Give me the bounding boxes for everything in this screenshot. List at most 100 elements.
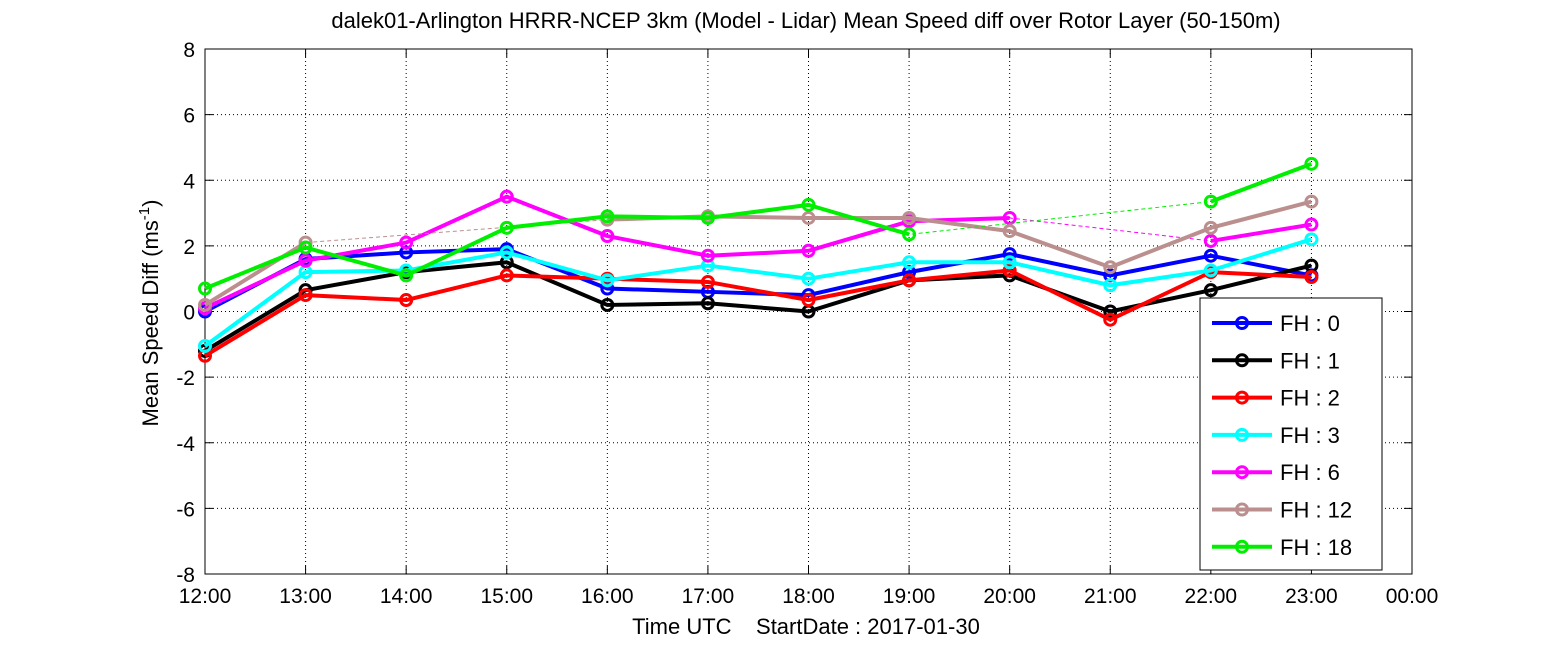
data-point — [1304, 194, 1319, 209]
series-4 — [198, 189, 1319, 316]
legend-item: FH : 3 — [1212, 423, 1340, 448]
data-point — [1002, 224, 1017, 239]
x-tick-label: 17:00 — [682, 585, 735, 608]
x-tick-label: 19:00 — [883, 585, 936, 608]
data-point — [1002, 255, 1017, 270]
data-point — [801, 271, 816, 286]
x-tick-label: 23:00 — [1285, 585, 1338, 608]
series-line — [203, 268, 1312, 358]
data-point — [902, 273, 917, 288]
series-line — [204, 247, 1312, 314]
legend-label: FH : 3 — [1280, 423, 1340, 448]
x-tick-label: 16:00 — [581, 585, 634, 608]
series-line — [203, 260, 1312, 353]
data-point — [600, 209, 615, 224]
legend-marker — [1235, 502, 1249, 517]
ticks: 12:00 13:00 14:00 15:00 16:00 17:00 18:00 19:00… — [176, 39, 1438, 608]
y-tick-label: 6 — [183, 105, 195, 128]
data-point — [1304, 232, 1319, 247]
data-point — [801, 293, 816, 308]
y-tick-label: 8 — [183, 39, 195, 62]
data-point — [1103, 278, 1118, 293]
legend-marker — [1235, 353, 1249, 368]
data-point — [198, 281, 212, 296]
series-line — [204, 202, 910, 291]
data-point — [1002, 247, 1017, 262]
data-point — [902, 210, 917, 225]
legend-item: FH : 18 — [1212, 535, 1352, 560]
data-point — [700, 210, 715, 225]
data-point — [600, 229, 615, 244]
data-point — [1103, 312, 1118, 327]
data-point — [499, 189, 514, 204]
series-gap-line — [204, 269, 1312, 357]
y-tick-label: 2 — [183, 236, 195, 259]
legend: FH : 0 FH : 1 FH : 2 FH : 3 FH : 6 FH : 12 FH … — [1199, 297, 1383, 571]
series-line — [1210, 222, 1312, 243]
legend-item: FH : 1 — [1212, 348, 1340, 373]
legend-label: FH : 6 — [1280, 460, 1340, 485]
y-axis-label: Mean Speed Diff (ms-1) — [136, 200, 163, 427]
y-tick-label: -8 — [176, 564, 195, 587]
data-point — [600, 273, 615, 288]
x-tick-label: 14:00 — [380, 585, 433, 608]
series-line — [1210, 161, 1313, 204]
series-6 — [198, 156, 1319, 296]
data-point — [1203, 248, 1218, 263]
y-tick-label: 4 — [183, 170, 195, 193]
series-line — [204, 194, 1010, 311]
data-point — [1103, 260, 1118, 275]
data-point — [499, 220, 514, 235]
data-point — [1203, 194, 1218, 209]
data-point — [499, 245, 514, 260]
x-tick-label: 13:00 — [279, 585, 332, 608]
legend-label: FH : 2 — [1280, 386, 1340, 411]
data-point — [700, 274, 715, 289]
series-layer — [198, 156, 1319, 363]
y-axis-label-close: ) — [138, 200, 163, 207]
y-axis-label-superscript: -1 — [136, 207, 153, 220]
data-point — [298, 240, 313, 255]
y-axis-label-main: Mean Speed Diff (ms — [138, 220, 163, 426]
data-point — [1304, 270, 1319, 285]
x-tick-label: 21:00 — [1084, 585, 1137, 608]
y-tick-label: -4 — [176, 433, 195, 456]
data-point — [298, 288, 313, 303]
x-tick-label: 22:00 — [1185, 585, 1238, 608]
y-tick-label: 0 — [183, 302, 195, 325]
data-point — [399, 293, 414, 308]
data-point — [1103, 304, 1118, 319]
legend-label: FH : 12 — [1280, 498, 1352, 523]
data-point — [902, 255, 917, 270]
legend-marker — [1235, 316, 1249, 330]
data-point — [1203, 283, 1218, 298]
data-point — [499, 268, 514, 283]
legend-item: FH : 6 — [1212, 460, 1340, 485]
legend-marker — [1235, 390, 1249, 405]
series-gap-line — [204, 163, 1312, 289]
data-point — [801, 197, 816, 212]
legend-item: FH : 2 — [1212, 386, 1340, 411]
x-tick-label: 18:00 — [782, 585, 835, 608]
x-tick-label: 00:00 — [1386, 585, 1439, 608]
data-point — [198, 338, 212, 353]
x-axis-label: Time UTC StartDate : 2017-01-30 — [632, 614, 980, 639]
chart-title: dalek01-Arlington HRRR-NCEP 3km (Model -… — [331, 8, 1280, 33]
data-point — [700, 248, 715, 263]
legend-label: FH : 1 — [1280, 348, 1340, 373]
data-point — [1203, 263, 1218, 278]
x-tick-label: 12:00 — [179, 585, 232, 608]
y-tick-label: -6 — [176, 498, 195, 521]
data-point — [399, 268, 414, 283]
legend-marker — [1235, 427, 1249, 442]
legend-marker — [1235, 465, 1249, 480]
data-point — [801, 243, 816, 258]
data-point — [1203, 233, 1218, 248]
legend-item: FH : 0 — [1212, 311, 1340, 336]
legend-label: FH : 18 — [1280, 535, 1352, 560]
data-point — [600, 297, 615, 312]
data-point — [801, 210, 816, 225]
legend-marker — [1235, 539, 1249, 554]
legend-item: FH : 12 — [1212, 498, 1352, 523]
